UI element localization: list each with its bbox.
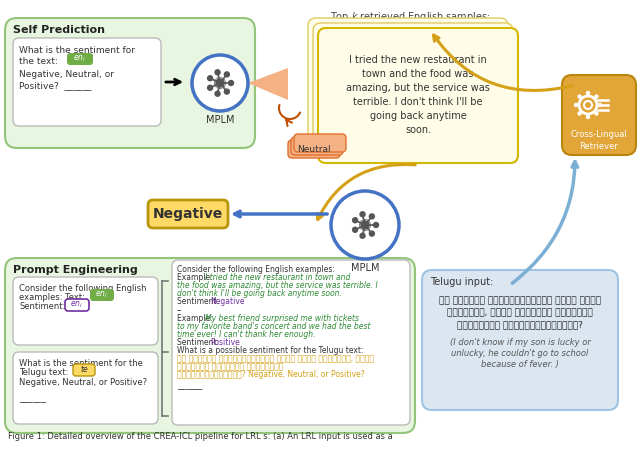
FancyBboxPatch shape	[13, 38, 161, 126]
FancyBboxPatch shape	[5, 258, 415, 433]
Text: --: --	[177, 306, 182, 315]
Text: don't think I'll be going back anytime soon.: don't think I'll be going back anytime s…	[177, 289, 342, 298]
Circle shape	[360, 233, 365, 238]
Circle shape	[192, 55, 248, 111]
Circle shape	[225, 89, 229, 94]
Text: to my favorite band's concert and we had the best: to my favorite band's concert and we had…	[177, 322, 371, 331]
Circle shape	[215, 70, 220, 75]
Text: Telugu text:: Telugu text:	[19, 368, 68, 377]
Text: Telugu input:: Telugu input:	[430, 277, 493, 287]
Text: Sentiment:: Sentiment:	[19, 302, 65, 311]
Text: Top $k$ retrieved English samples:: Top $k$ retrieved English samples:	[330, 10, 490, 24]
Text: examples: Text:: examples: Text:	[19, 293, 85, 302]
Text: ______: ______	[177, 381, 202, 390]
Text: unlucky, he couldn't go to school: unlucky, he couldn't go to school	[451, 349, 589, 358]
Circle shape	[598, 103, 602, 107]
Text: My best friend surprised me with tickets: My best friend surprised me with tickets	[205, 314, 359, 323]
Circle shape	[353, 218, 358, 223]
Circle shape	[331, 191, 399, 259]
Text: వెళ్ళలేకపోయాడు? Negative, Neutral, or Positive?: వెళ్ళలేకపోయాడు? Negative, Neutral, or Po…	[177, 370, 365, 379]
Circle shape	[577, 94, 582, 99]
Circle shape	[369, 231, 374, 236]
Circle shape	[216, 79, 224, 87]
Text: పాఠశాలకు వెళ్ళలేకపోయాడు?: పాఠశాలకు వెళ్ళలేకపోయాడు?	[457, 320, 583, 329]
Text: Neutral: Neutral	[297, 144, 331, 154]
Circle shape	[207, 85, 212, 90]
FancyBboxPatch shape	[73, 364, 95, 376]
Text: (I don't know if my son is lucky or: (I don't know if my son is lucky or	[449, 338, 591, 347]
Text: I tried the new restaurant in town and: I tried the new restaurant in town and	[205, 273, 350, 282]
Text: Example:: Example:	[177, 273, 215, 282]
FancyBboxPatch shape	[313, 23, 513, 158]
Circle shape	[595, 94, 598, 99]
FancyBboxPatch shape	[318, 28, 518, 163]
FancyBboxPatch shape	[172, 260, 410, 425]
Text: MPLM: MPLM	[351, 263, 380, 273]
Circle shape	[586, 91, 590, 95]
Text: Prompt Engineering: Prompt Engineering	[13, 265, 138, 275]
Text: the text:: the text:	[19, 57, 58, 66]
FancyBboxPatch shape	[65, 299, 89, 311]
Text: the food was amazing, but the service was terrible. I: the food was amazing, but the service wa…	[177, 281, 378, 290]
Text: en$_i$: en$_i$	[74, 54, 86, 64]
Circle shape	[595, 112, 598, 116]
Text: Sentiment:: Sentiment:	[177, 297, 221, 306]
Text: నా కొడుకు అదృష్టవంతుడే కానీ నాకు: నా కొడుకు అదృష్టవంతుడే కానీ నాకు	[439, 296, 601, 305]
Circle shape	[574, 103, 578, 107]
FancyBboxPatch shape	[422, 270, 618, 410]
Text: Consider the following English examples:: Consider the following English examples:	[177, 265, 335, 274]
Text: తెలియదు, అతను ఇప్పుడు కారణంగా: తెలియదు, అతను ఇప్పుడు కారణంగా	[447, 308, 593, 317]
Text: Cross-Lingual
Retriever: Cross-Lingual Retriever	[571, 130, 627, 151]
Text: What is the sentiment for the: What is the sentiment for the	[19, 359, 143, 368]
FancyBboxPatch shape	[67, 53, 93, 65]
Circle shape	[228, 80, 234, 85]
Text: en$_i$: en$_i$	[95, 290, 109, 300]
FancyBboxPatch shape	[291, 137, 343, 155]
Text: Sentiment:: Sentiment:	[177, 338, 221, 347]
FancyBboxPatch shape	[294, 134, 346, 152]
Circle shape	[360, 212, 365, 217]
FancyBboxPatch shape	[13, 352, 158, 424]
FancyBboxPatch shape	[13, 277, 158, 345]
FancyBboxPatch shape	[288, 140, 340, 158]
Text: What is the sentiment for: What is the sentiment for	[19, 46, 135, 55]
Text: Negative, Neutral, or: Negative, Neutral, or	[19, 70, 114, 79]
Circle shape	[361, 221, 369, 229]
Circle shape	[369, 214, 374, 219]
Circle shape	[374, 223, 378, 228]
Text: because of fever. ): because of fever. )	[481, 360, 559, 369]
Text: What is a possible sentiment for the Telugu text:: What is a possible sentiment for the Tel…	[177, 346, 366, 355]
Text: Positive: Positive	[210, 338, 240, 347]
Text: te: te	[80, 366, 88, 374]
FancyBboxPatch shape	[148, 200, 228, 228]
Circle shape	[353, 227, 358, 232]
Circle shape	[586, 115, 590, 119]
Text: నా కొడుకు అదృష్టవంతుడే కానీ నాకు తెలియదు, అతను: నా కొడుకు అదృష్టవంతుడే కానీ నాకు తెలియదు…	[177, 354, 374, 363]
Text: ఇప్పుడు కారణంగా పాఠశాలకు: ఇప్పుడు కారణంగా పాఠశాలకు	[177, 362, 284, 371]
Text: Figure 1: Detailed overview of the CREA-ICL pipeline for LRL s: (a) An LRL input: Figure 1: Detailed overview of the CREA-…	[8, 432, 393, 441]
FancyBboxPatch shape	[90, 289, 114, 301]
Text: Self Prediction: Self Prediction	[13, 25, 105, 35]
Text: MPLM: MPLM	[205, 115, 234, 125]
Text: time ever! I can't thank her enough.: time ever! I can't thank her enough.	[177, 330, 316, 339]
FancyBboxPatch shape	[318, 28, 518, 163]
Text: Positive?  ______: Positive? ______	[19, 81, 92, 90]
FancyBboxPatch shape	[5, 18, 255, 148]
Text: Negative: Negative	[153, 207, 223, 221]
Text: Consider the following English: Consider the following English	[19, 284, 147, 293]
Text: ______: ______	[19, 394, 46, 403]
Circle shape	[207, 76, 212, 81]
FancyBboxPatch shape	[562, 75, 636, 155]
Text: Negative, Neutral, or Positive?: Negative, Neutral, or Positive?	[19, 378, 147, 387]
Text: I tried the new restaurant in
town and the food was
amazing, but the service was: I tried the new restaurant in town and t…	[346, 55, 490, 135]
FancyBboxPatch shape	[308, 18, 508, 153]
Text: Example:: Example:	[177, 314, 215, 323]
Circle shape	[577, 112, 582, 116]
Circle shape	[215, 91, 220, 96]
Text: Negative: Negative	[210, 297, 244, 306]
Text: en$_i$: en$_i$	[70, 300, 84, 310]
Circle shape	[225, 72, 229, 77]
Polygon shape	[248, 68, 288, 100]
